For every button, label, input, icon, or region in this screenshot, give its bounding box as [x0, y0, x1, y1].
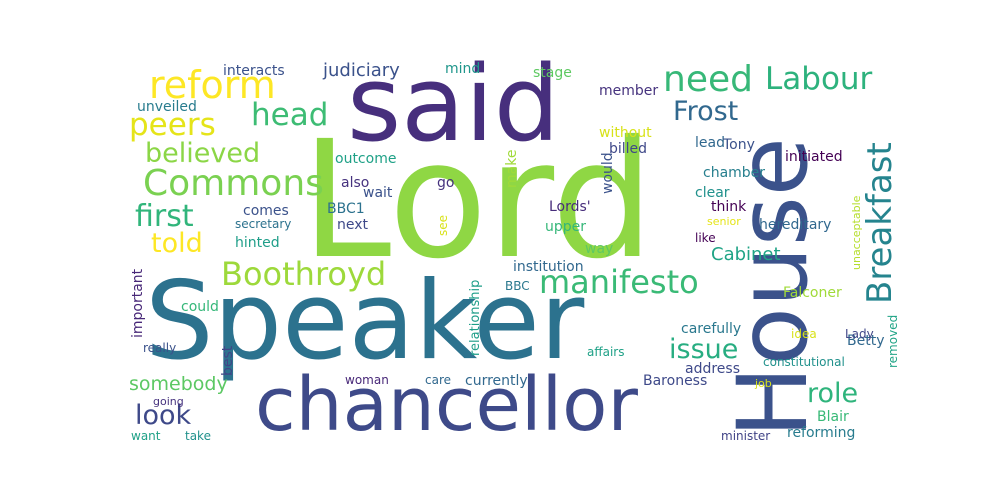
word-somebody: somebody	[129, 373, 228, 395]
word-boothroyd: Boothroyd	[221, 255, 387, 293]
word-also: also	[341, 175, 370, 191]
word-blair: Blair	[817, 409, 849, 425]
word-take: take	[185, 429, 211, 443]
word-told: told	[151, 228, 203, 259]
word-tony: Tony	[723, 137, 755, 153]
word-woman: woman	[345, 373, 389, 387]
word-relationship: relationship	[468, 279, 483, 356]
word-mind: mind	[445, 61, 481, 77]
word-hereditary: hereditary	[759, 217, 832, 233]
word-upper: upper	[545, 219, 587, 235]
word-next: next	[337, 217, 369, 233]
word-frost: Frost	[673, 96, 739, 127]
word-lead: lead	[695, 135, 725, 151]
word-manifesto: manifesto	[539, 263, 699, 301]
word-role: role	[807, 378, 859, 409]
word-affairs: affairs	[587, 345, 625, 359]
word-see: see	[436, 214, 450, 236]
word-idea: idea	[791, 327, 817, 341]
word-believed: believed	[145, 138, 261, 169]
word-really: really	[143, 341, 177, 355]
word-reforming: reforming	[787, 425, 856, 441]
word-unveiled: unveiled	[137, 99, 197, 115]
word-would: would	[600, 152, 616, 194]
word-hinted: hinted	[235, 235, 280, 251]
word-stage: stage	[533, 65, 572, 81]
word-betty: Betty	[847, 333, 885, 349]
word-minister: minister	[721, 429, 771, 443]
word-issue: issue	[669, 334, 739, 365]
word-bbc: BBC	[505, 279, 530, 293]
word-chamber: chamber	[703, 165, 766, 181]
word-comes: comes	[243, 203, 289, 219]
word-labour: Labour	[765, 61, 873, 97]
word-best: best	[220, 345, 236, 376]
word-cabinet: Cabinet	[711, 244, 781, 265]
word-first: first	[135, 199, 194, 234]
word-commons: Commons	[143, 163, 324, 204]
word-billed: billed	[609, 141, 648, 157]
word-removed: removed	[886, 314, 900, 368]
word-bbc1: BBC1	[327, 201, 365, 217]
word-senior: senior	[707, 215, 741, 228]
word-unacceptable: unacceptable	[850, 195, 863, 270]
word-lord: Lord	[301, 107, 655, 295]
word-without: without	[599, 125, 652, 141]
word-care: care	[425, 373, 452, 387]
word-interacts: interacts	[223, 63, 285, 79]
word-job: job	[755, 377, 772, 390]
word-judiciary: judiciary	[323, 60, 400, 81]
word-think: think	[711, 199, 747, 215]
word-make: make	[504, 149, 520, 188]
word-member: member	[599, 83, 659, 99]
word-chancellor: chancellor	[255, 362, 638, 448]
word-like: like	[695, 231, 716, 245]
word-peers: peers	[129, 107, 216, 143]
word-baroness: Baroness	[643, 373, 708, 389]
word-look: look	[135, 400, 192, 431]
word-want: want	[131, 429, 161, 443]
word-said: said	[347, 43, 560, 165]
word-go: go	[437, 175, 455, 191]
word-lords-possessive: Lords'	[549, 199, 591, 215]
word-clear: clear	[695, 185, 730, 201]
word-wait: wait	[363, 185, 393, 201]
word-need: need	[663, 59, 753, 100]
word-carefully: carefully	[681, 321, 742, 337]
word-constitutional: constitutional	[763, 355, 845, 369]
word-secretary: secretary	[235, 217, 292, 231]
word-address: address	[685, 361, 741, 377]
word-could: could	[181, 299, 219, 315]
word-initiated: initiated	[785, 149, 843, 165]
word-breakfast: Breakfast	[860, 142, 900, 304]
word-lady: Lady	[845, 327, 874, 341]
word-going: going	[153, 395, 184, 408]
word-institution: institution	[513, 259, 584, 275]
word-way: way	[585, 241, 614, 257]
word-cloud: Lord Speaker said House chancellor Commo…	[125, 52, 900, 449]
word-falconer: Falconer	[783, 285, 842, 301]
word-speaker: Speaker	[145, 259, 585, 384]
word-head: head	[251, 97, 329, 133]
word-currently: currently	[465, 373, 528, 389]
word-reform: reform	[149, 63, 276, 107]
word-outcome: outcome	[335, 151, 397, 167]
word-important: important	[130, 268, 146, 338]
